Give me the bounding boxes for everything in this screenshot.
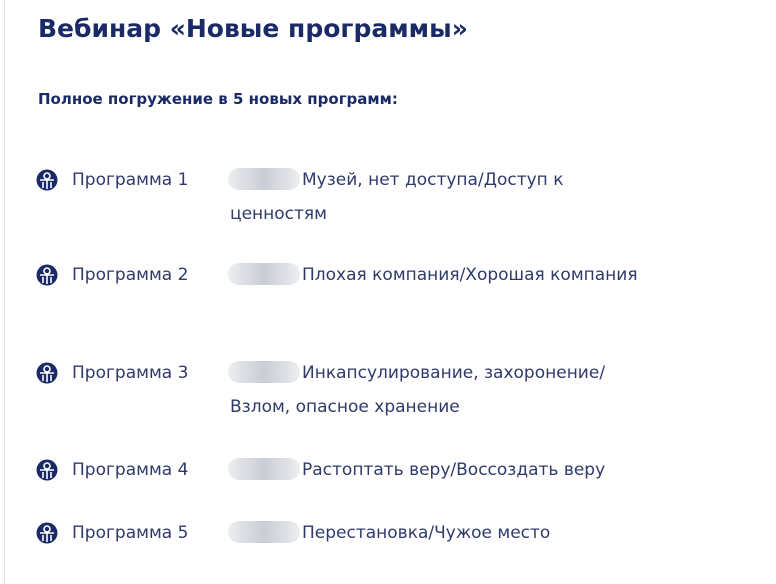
- subtitle: Полное погружение в 5 новых программ:: [38, 90, 398, 108]
- emblem-icon: [36, 362, 58, 384]
- program-description: Музей, нет доступа/Доступ к ценностям: [230, 170, 564, 224]
- program-label: Программа 5: [72, 523, 189, 543]
- redacted-text: [228, 361, 300, 383]
- program-description: Перестановка/Чужое место: [302, 523, 551, 543]
- emblem-icon: [36, 169, 58, 191]
- program-label: Программа 4: [72, 460, 189, 480]
- emblem-icon: [36, 264, 58, 286]
- emblem-icon: [36, 522, 58, 544]
- redacted-text: [228, 458, 300, 480]
- redacted-text: [228, 168, 300, 190]
- program-label: Программа 2: [72, 265, 189, 285]
- program-label: Программа 1: [72, 170, 189, 190]
- program-description: Растоптать веру/Воссоздать веру: [302, 460, 606, 480]
- redacted-text: [228, 521, 300, 543]
- emblem-icon: [36, 459, 58, 481]
- program-description: Инкапсулирование, захоронение/Взлом, опа…: [230, 363, 606, 417]
- program-label: Программа 3: [72, 363, 189, 383]
- program-description: Плохая компания/Хорошая компания: [302, 265, 638, 285]
- page-border: [4, 0, 5, 584]
- redacted-text: [228, 263, 300, 285]
- page-title: Вебинар «Новые программы»: [38, 14, 468, 43]
